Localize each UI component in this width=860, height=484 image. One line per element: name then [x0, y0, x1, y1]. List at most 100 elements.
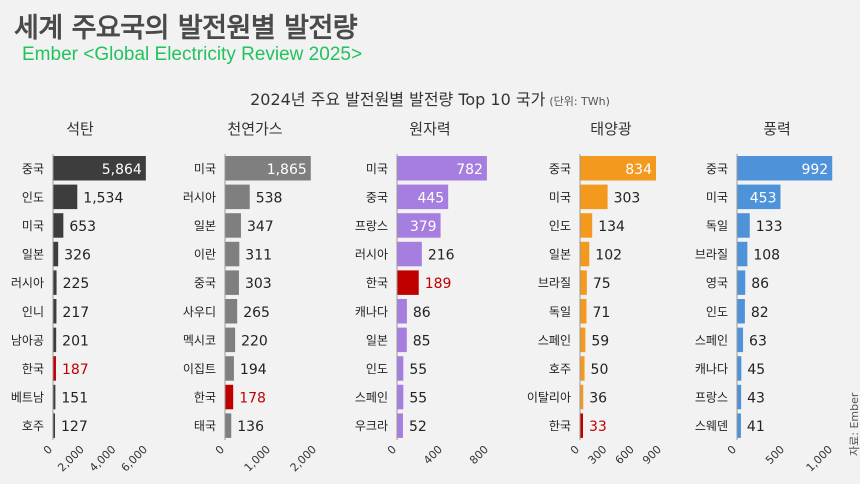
category-label: 한국	[366, 276, 388, 290]
data-label: 71	[592, 305, 610, 321]
category-label: 독일	[549, 305, 571, 319]
category-label: 캐나다	[355, 305, 388, 319]
category-label: 브라질	[695, 248, 728, 262]
bar	[53, 241, 59, 267]
data-label: 453	[750, 190, 777, 206]
tick-label: 300	[585, 443, 609, 467]
bar	[397, 356, 404, 381]
bar	[737, 213, 750, 238]
bar	[225, 241, 240, 267]
category-label: 일본	[549, 248, 571, 262]
chart-3-title: 태양광	[590, 120, 632, 138]
bar	[397, 156, 487, 181]
bar	[225, 156, 311, 181]
category-label: 캐나다	[695, 362, 728, 376]
category-label: 멕시코	[183, 333, 216, 347]
data-label: 43	[747, 391, 765, 407]
data-label: 782	[456, 162, 483, 178]
data-label: 201	[62, 333, 89, 349]
category-label: 일본	[366, 333, 388, 347]
category-label: 인도	[706, 305, 728, 319]
category-label: 일본	[22, 248, 44, 262]
bar	[53, 270, 57, 295]
data-label: 59	[591, 333, 609, 349]
data-label: 653	[69, 219, 96, 235]
bar	[737, 384, 742, 410]
category-label: 러시아	[183, 190, 216, 204]
category-label: 미국	[22, 219, 44, 233]
data-label: 136	[237, 419, 264, 435]
category-label: 인도	[366, 362, 388, 376]
category-label: 중국	[366, 190, 388, 204]
category-label: 사우디	[183, 305, 216, 319]
bar	[225, 184, 250, 210]
category-label: 중국	[22, 162, 44, 176]
bar	[397, 184, 449, 210]
data-label: 220	[241, 333, 268, 349]
category-label: 이집트	[183, 362, 216, 376]
bar	[53, 384, 56, 410]
tick-label: 0	[385, 443, 399, 457]
tick-label: 1,000	[242, 443, 273, 474]
category-label: 브라질	[538, 276, 571, 290]
bar	[53, 413, 56, 438]
bar	[737, 270, 746, 295]
category-label: 프랑스	[695, 391, 728, 405]
data-label: 178	[239, 391, 266, 407]
data-label: 102	[595, 248, 622, 264]
category-label: 이란	[194, 248, 216, 262]
bar	[580, 241, 590, 267]
tick-label: 0	[725, 443, 739, 457]
data-label: 347	[247, 219, 274, 235]
chart-4-title: 풍력	[763, 120, 791, 138]
bar	[53, 299, 57, 324]
page-title: 세계 주요국의 발전원별 발전량	[14, 13, 358, 44]
bar	[225, 413, 232, 438]
bar	[580, 184, 608, 210]
data-label: 127	[61, 419, 88, 435]
category-label: 인도	[22, 190, 44, 204]
category-label: 호주	[549, 362, 571, 376]
bar	[53, 327, 57, 353]
bar	[737, 413, 741, 438]
category-label: 인도	[549, 219, 571, 233]
data-label: 75	[593, 276, 611, 292]
bar	[225, 384, 234, 410]
data-label: 265	[243, 305, 270, 321]
data-label: 41	[747, 419, 765, 435]
category-label: 스페인	[695, 333, 728, 347]
category-label: 러시아	[355, 248, 388, 262]
bar	[580, 270, 587, 295]
category-label: 일본	[194, 219, 216, 233]
category-label: 미국	[366, 162, 388, 176]
category-label: 영국	[706, 276, 728, 290]
tick-label: 1,000	[804, 443, 835, 474]
bar	[397, 327, 407, 353]
data-label: 133	[756, 219, 783, 235]
data-label: 82	[751, 305, 769, 321]
category-label: 남아공	[11, 333, 44, 347]
category-label: 중국	[549, 162, 571, 176]
category-label: 미국	[706, 190, 728, 204]
data-label: 326	[64, 248, 91, 264]
data-label: 134	[598, 219, 625, 235]
tick-label: 2,000	[55, 443, 86, 474]
tick-label: 6,000	[119, 443, 150, 474]
data-label: 1,534	[83, 190, 123, 206]
category-label: 호주	[22, 419, 44, 433]
data-label: 992	[801, 162, 828, 178]
bar	[737, 327, 744, 353]
chart-unit: (단위: TWh)	[549, 95, 610, 108]
data-label: 216	[428, 248, 455, 264]
chart-0-title: 석탄	[66, 120, 94, 138]
data-label: 86	[413, 305, 431, 321]
category-label: 미국	[194, 162, 216, 176]
data-label: 86	[751, 276, 769, 292]
data-label: 1,865	[267, 162, 307, 178]
data-label: 33	[589, 419, 607, 435]
tick-label: 2,000	[288, 443, 319, 474]
data-label: 36	[589, 391, 607, 407]
bar	[580, 156, 656, 181]
chart-2-title: 원자력	[409, 120, 450, 138]
